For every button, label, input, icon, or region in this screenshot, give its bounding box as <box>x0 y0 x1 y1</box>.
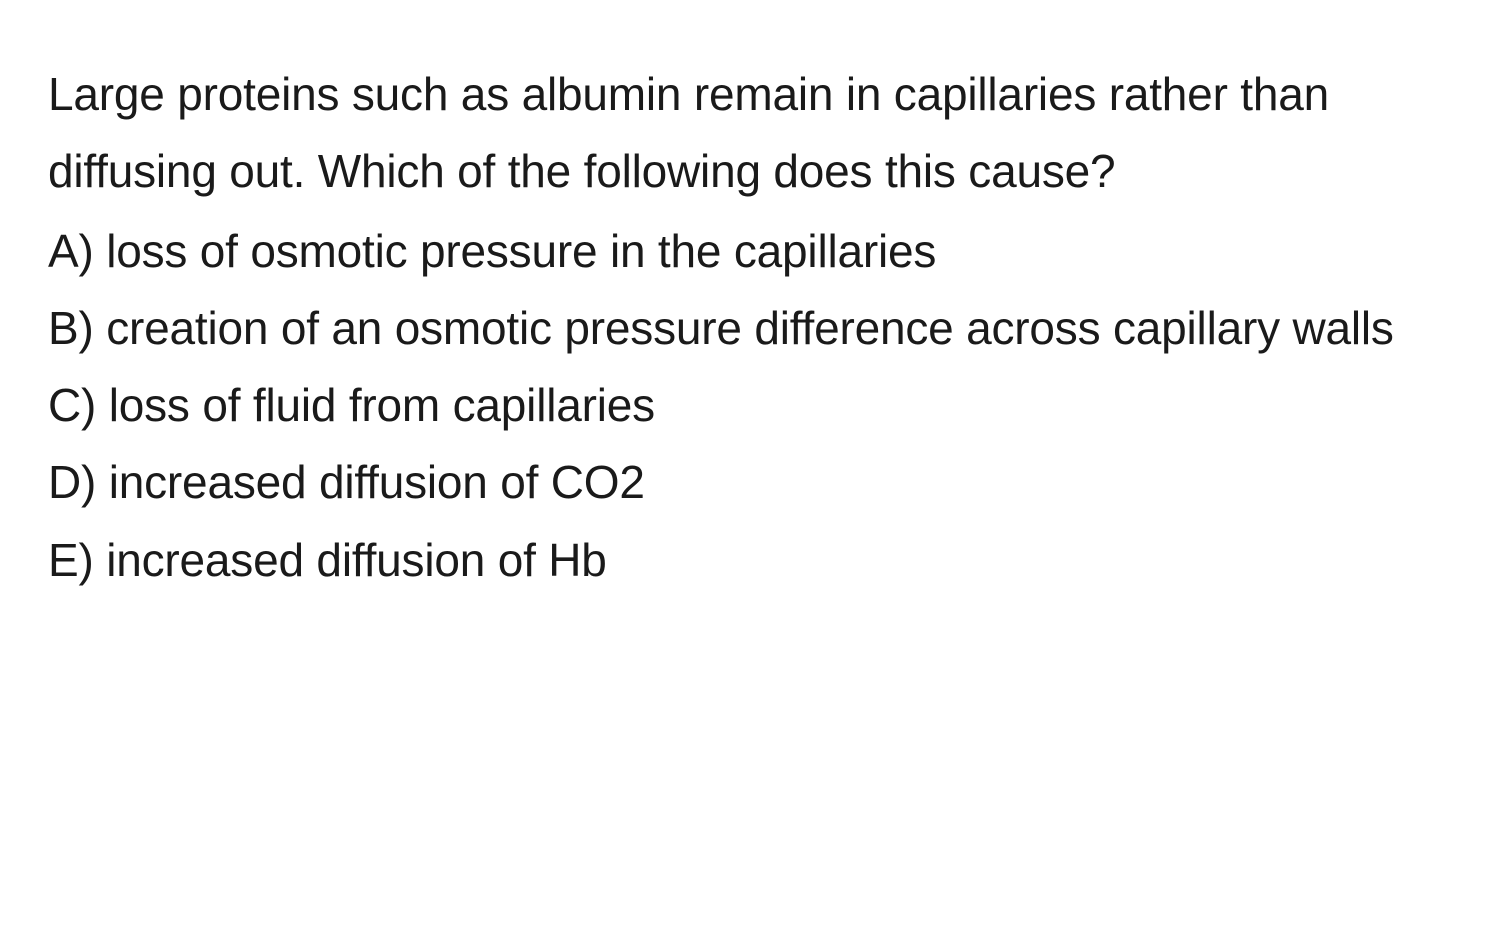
option-a-label: A) <box>48 225 94 277</box>
question-block: Large proteins such as albumin remain in… <box>0 0 1500 599</box>
option-e-label: E) <box>48 534 94 586</box>
option-b: B) creation of an osmotic pressure diffe… <box>48 290 1452 367</box>
option-e: E) increased diffusion of Hb <box>48 522 1452 599</box>
option-d: D) increased diffusion of CO2 <box>48 444 1452 521</box>
option-d-text: increased diffusion of CO2 <box>109 456 645 508</box>
option-c-text: loss of fluid from capillaries <box>109 379 655 431</box>
option-a-text: loss of osmotic pressure in the capillar… <box>106 225 936 277</box>
option-c: C) loss of fluid from capillaries <box>48 367 1452 444</box>
option-e-text: increased diffusion of Hb <box>106 534 606 586</box>
option-a: A) loss of osmotic pressure in the capil… <box>48 213 1452 290</box>
option-d-label: D) <box>48 456 96 508</box>
question-stem: Large proteins such as albumin remain in… <box>48 56 1452 211</box>
option-b-label: B) <box>48 302 94 354</box>
option-b-text: creation of an osmotic pressure differen… <box>106 302 1394 354</box>
option-c-label: C) <box>48 379 96 431</box>
